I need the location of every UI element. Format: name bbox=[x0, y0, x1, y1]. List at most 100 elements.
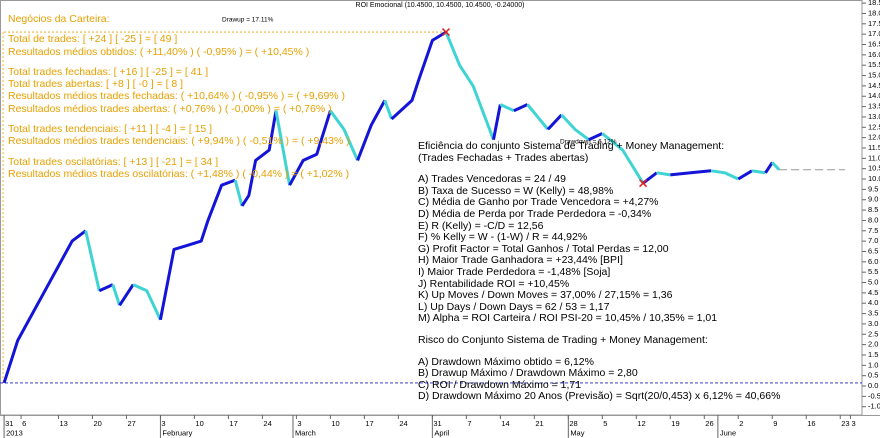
y-tick-label: 1.0 bbox=[868, 360, 878, 369]
stat-line: H) Maior Trade Ganhadora = +23,44% [BPI] bbox=[418, 254, 623, 267]
roi-line bbox=[751, 169, 766, 175]
x-tick-label: 6 bbox=[22, 419, 26, 428]
y-tick-label: 14.0 bbox=[868, 91, 880, 100]
panel-title: Negócios da Carteira: bbox=[8, 13, 110, 25]
y-tick-label: 10.5 bbox=[868, 164, 880, 173]
stat-line: Total trades tendenciais: [ +11 ] [ -4 ]… bbox=[8, 123, 213, 136]
x-tick-label: 28 bbox=[569, 419, 577, 428]
x-tick-label: 23 bbox=[841, 419, 849, 428]
x-tick-label: 14 bbox=[501, 419, 509, 428]
month-label: April bbox=[434, 428, 449, 437]
stat-line: B) Drawup Máximo / Drawdown Máximo = 2,8… bbox=[418, 367, 638, 380]
x-tick-label: 10 bbox=[331, 419, 339, 428]
stat-line: Resultados médios trades oscilatórias: (… bbox=[8, 167, 350, 180]
month-label: May bbox=[570, 428, 584, 437]
stat-line: E) R (Kelly) = -C/D = 12,56 bbox=[418, 219, 544, 232]
extreme-marker bbox=[639, 179, 648, 188]
marker-stroke bbox=[441, 28, 450, 37]
stat-line: D) Média de Perda por Trade Perdedora = … bbox=[418, 207, 652, 220]
y-tick-label: 2.0 bbox=[868, 340, 878, 349]
stat-line: Resultados médios trades fechadas: ( +10… bbox=[8, 90, 346, 103]
roi-line bbox=[499, 103, 515, 113]
y-tick-label: 13.0 bbox=[868, 112, 880, 121]
stat-line: C) ROI / Drawdown Máximo = 1,71 bbox=[418, 378, 582, 391]
x-tick-label: 17 bbox=[229, 419, 237, 428]
roi-line bbox=[560, 113, 590, 141]
y-tick-label: 4.0 bbox=[868, 298, 878, 307]
stat-line: A) Drawdown Máximo obtido = 6,12% bbox=[418, 355, 594, 368]
y-tick-label: 8.0 bbox=[868, 215, 878, 224]
line-group: Total de trades: [ +24 ] [ -25 ] = [ 49 … bbox=[8, 33, 350, 58]
roi-line bbox=[288, 110, 332, 186]
stat-line: Total trades oscilatórias: [ +13 ] [ -21… bbox=[8, 155, 219, 168]
x-tick-label: 12 bbox=[637, 419, 645, 428]
y-tick-label: -0.5 bbox=[868, 391, 880, 400]
stat-line: Total trades abertas: [ +8 ] [ -0 ] = [ … bbox=[8, 78, 184, 91]
stat-line: A) Trades Vencedoras = 24 / 49 bbox=[418, 173, 566, 186]
month-label: February bbox=[162, 428, 192, 437]
y-tick-label: 11.5 bbox=[868, 143, 880, 152]
x-tick-label: 31 bbox=[5, 419, 13, 428]
y-tick-label: 0.5 bbox=[868, 371, 878, 380]
x-tick-label: 17 bbox=[365, 419, 373, 428]
y-tick-label: 3.0 bbox=[868, 319, 878, 328]
stat-line: I) Maior Trade Perdedora = -1,48% [Soja] bbox=[418, 265, 611, 278]
line-group: Total trades oscilatórias: [ +13 ] [ -21… bbox=[8, 156, 350, 181]
month-label: March bbox=[295, 428, 316, 437]
roi-line bbox=[356, 99, 387, 161]
y-tick-label: 10.0 bbox=[868, 174, 880, 183]
x-tick-label: 16 bbox=[807, 419, 815, 428]
line-group: Risco do Conjunto Sistema de Trading + M… bbox=[418, 334, 780, 347]
x-tick-label: 24 bbox=[399, 419, 407, 428]
x-tick-label: 7 bbox=[467, 419, 471, 428]
y-tick-label: 5.0 bbox=[868, 278, 878, 287]
stat-line: Resultados médios obtidos: ( +11,40% ) (… bbox=[8, 45, 310, 58]
stat-line: C) Média de Ganho por Trade Vencedora = … bbox=[418, 196, 659, 209]
x-tick-label: 21 bbox=[535, 419, 543, 428]
portfolio-panel: Negócios da Carteira: Total de trades: [ … bbox=[8, 13, 350, 180]
y-tick-label: 15.5 bbox=[868, 60, 880, 69]
x-tick-label: 13 bbox=[59, 419, 67, 428]
y-tick-label: 16.0 bbox=[868, 50, 880, 59]
y-tick-label: 18.5 bbox=[868, 0, 880, 7]
roi-line bbox=[98, 283, 114, 293]
y-tick-label: 5.5 bbox=[868, 267, 878, 276]
extreme-marker bbox=[441, 28, 450, 37]
y-tick-label: 8.5 bbox=[868, 205, 878, 214]
y-tick-label: 9.5 bbox=[868, 184, 878, 193]
roi-line bbox=[526, 103, 550, 131]
y-tick-label: 3.5 bbox=[868, 309, 878, 318]
roi-line bbox=[84, 230, 101, 292]
roi-line bbox=[513, 103, 529, 113]
roi-line bbox=[546, 113, 563, 131]
roi-line bbox=[444, 31, 495, 141]
roi-line bbox=[233, 179, 244, 207]
stat-line: (Trades Fechadas + Trades abertas) bbox=[418, 151, 589, 164]
stat-line: Eficiência do conjunto Sistema de Tradin… bbox=[418, 140, 725, 152]
y-tick-label: 7.5 bbox=[868, 226, 878, 235]
roi-line bbox=[670, 169, 712, 177]
roi-line bbox=[132, 283, 162, 321]
line-group: Total trades tendenciais: [ +11 ] [ -4 ]… bbox=[8, 123, 350, 148]
roi-line bbox=[111, 284, 122, 306]
y-tick-label: 12.0 bbox=[868, 133, 880, 142]
x-tick-label: 19 bbox=[671, 419, 679, 428]
stat-line: Total trades fechadas: [ +16 ] [ -25 ] =… bbox=[8, 65, 209, 78]
stat-line: K) Up Moves / Down Moves = 37,00% / 27,1… bbox=[418, 289, 673, 302]
roi-line bbox=[737, 169, 753, 181]
roi-line bbox=[771, 161, 781, 171]
stat-line: Resultados médios trades abertas: ( +0,7… bbox=[8, 102, 332, 115]
y-tick-label: 0.0 bbox=[868, 381, 878, 390]
roi-line bbox=[390, 30, 447, 121]
y-tick-label: 9.0 bbox=[868, 195, 878, 204]
roi-line bbox=[492, 104, 502, 140]
x-tick-label: 3 bbox=[161, 419, 165, 428]
roi-line bbox=[656, 171, 671, 177]
stat-line: G) Profit Factor = Total Ganhos / Total … bbox=[418, 242, 669, 255]
stat-line: B) Taxa de Sucesso = W (Kelly) = 48,98% bbox=[418, 184, 614, 197]
x-tick-label: 3 bbox=[851, 419, 855, 428]
y-tick-label: 1.5 bbox=[868, 350, 878, 359]
roi-line bbox=[710, 169, 739, 181]
